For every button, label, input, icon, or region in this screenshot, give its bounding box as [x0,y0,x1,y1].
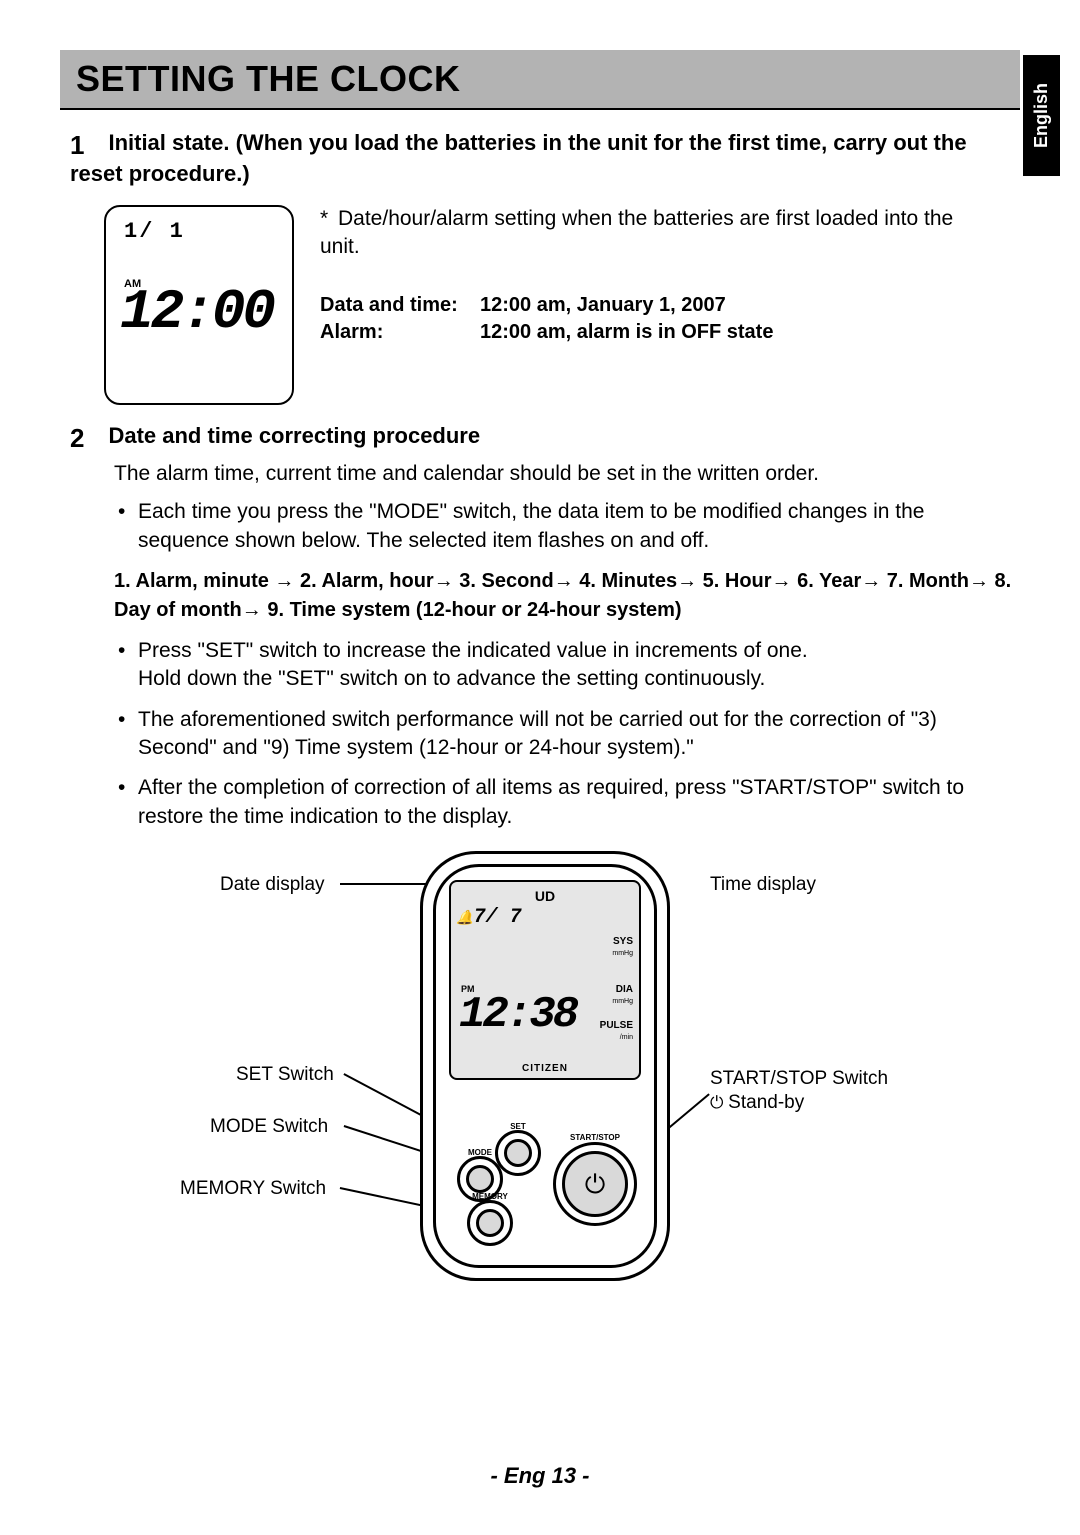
lcd-date: 1/ 1 [124,219,278,244]
page-footer: - Eng 13 - [0,1463,1080,1489]
callout-mode-switch: MODE Switch [210,1115,328,1139]
callout-set-switch: SET Switch [236,1063,334,1087]
screen-date: 🔔7/ 7 [459,906,631,929]
lcd-time: 12:00 [120,284,278,340]
section-2: 2 Date and time correcting procedure The… [60,423,1020,831]
bullet-mode-switch: Each time you press the "MODE" switch, t… [114,498,1020,555]
screen-brand: CITIZEN [451,1063,639,1074]
bell-icon: 🔔 [456,911,473,927]
device-screen: UD 🔔7/ 7 SYSmmHg DIAmmHg PULSE/min PM 12… [449,880,641,1080]
initial-state-note: *Date/hour/alarm setting when the batter… [320,205,1020,346]
section-2-number: 2 [70,423,104,454]
setting-sequence: 1. Alarm, minute → 2. Alarm, hour→ 3. Se… [114,567,1020,625]
section-2-heading: Date and time correcting procedure [108,423,480,448]
bullet-startstop: After the completion of correction of al… [114,774,1020,831]
screen-time: 12:38 [459,990,576,1040]
bullet-set-line1: Press "SET" switch to increase the indic… [138,639,808,662]
section-title-bar: SETTING THE CLOCK [60,50,1020,110]
page-title: SETTING THE CLOCK [76,58,1004,100]
power-icon: ⏻ [585,1171,606,1197]
bullet-exception: The aforementioned switch performance wi… [114,706,1020,763]
mode-label: MODE [460,1148,500,1157]
start-stop-button[interactable]: START/STOP ⏻ [553,1142,637,1226]
section-1: 1 Initial state. (When you load the batt… [60,130,1020,405]
alarm-label: Alarm: [320,319,480,346]
initial-lcd-illustration: 1/ 1 AM 12:00 [104,205,294,405]
memory-label: MEMORY [470,1192,510,1201]
screen-side-labels: SYSmmHg DIAmmHg PULSE/min [600,936,633,1042]
datetime-value: 12:00 am, January 1, 2007 [480,294,726,316]
set-label: SET [498,1122,538,1131]
bullet-set-switch: Press "SET" switch to increase the indic… [114,637,1020,694]
set-button[interactable]: SET [495,1130,541,1176]
section-1-heading: Initial state. (When you load the batter… [70,130,967,186]
datetime-label: Data and time: [320,292,480,319]
note-text: Date/hour/alarm setting when the batteri… [320,207,953,258]
callout-start-stop: START/STOP Switch ⏻ Stand-by [710,1067,888,1115]
section-2-intro: The alarm time, current time and calenda… [114,460,1020,488]
memory-button[interactable]: MEMORY [467,1200,513,1246]
language-tab: English [1023,55,1060,176]
device-diagram: Date display SET Switch MODE Switch MEMO… [160,851,920,1311]
alarm-value: 12:00 am, alarm is in OFF state [480,321,773,343]
callout-memory-switch: MEMORY Switch [180,1177,326,1201]
bullet-set-line2: Hold down the "SET" switch on to advance… [138,667,765,690]
screen-ud: UD [459,888,631,904]
section-1-number: 1 [70,130,104,161]
start-stop-label: START/STOP [556,1133,634,1142]
callout-date-display: Date display [220,873,325,897]
asterisk: * [320,205,338,233]
callout-time-display: Time display [710,873,816,897]
device-body: UD 🔔7/ 7 SYSmmHg DIAmmHg PULSE/min PM 12… [420,851,670,1281]
